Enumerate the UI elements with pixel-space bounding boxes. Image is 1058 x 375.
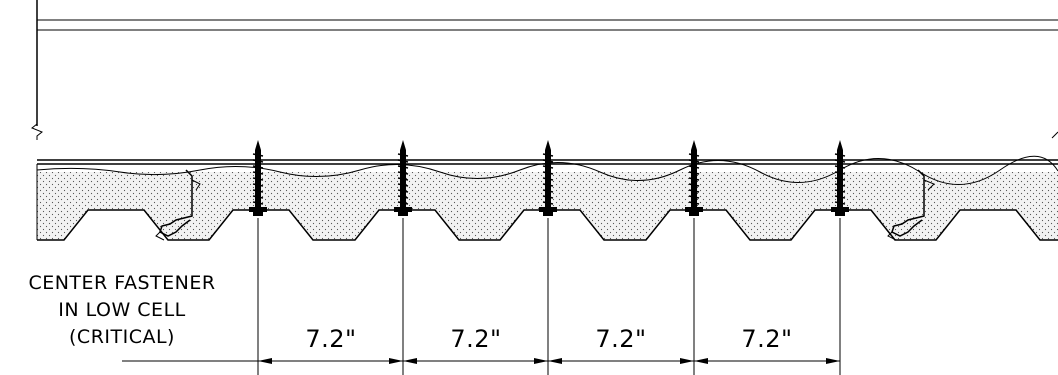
fastener-thread [252, 195, 264, 199]
fastener-thread [688, 159, 700, 163]
dimension-arrow-left [694, 358, 708, 364]
dimension-label-3: 7.2" [595, 325, 646, 353]
fastener-washer [831, 207, 849, 212]
fastener-thread [252, 171, 264, 175]
fastener-thread [397, 201, 409, 205]
fastener-thread [542, 153, 554, 157]
fastener-shank [255, 150, 261, 210]
fastener-thread [252, 165, 264, 169]
fastener-head [835, 212, 845, 216]
fastener-thread [542, 195, 554, 199]
fastener-washer [394, 207, 412, 212]
fastener-thread [542, 177, 554, 181]
fastener-thread [397, 183, 409, 187]
fastener-tip [400, 140, 406, 150]
screw-fastener-icon [831, 140, 849, 216]
fastener-tip [837, 140, 843, 150]
dimension-arrow-right [680, 358, 694, 364]
fastener-thread [542, 201, 554, 205]
fastener-thread [688, 177, 700, 181]
fastener-thread [688, 189, 700, 193]
fastener-thread [834, 177, 846, 181]
fastener-thread [252, 183, 264, 187]
screw-fastener-icon [249, 140, 267, 216]
fastener-note: CENTER FASTENER IN LOW CELL (CRITICAL) [28, 272, 215, 348]
standing-seam-clip-icon [887, 169, 935, 241]
fastener-washer [685, 207, 703, 212]
fastener-thread [252, 177, 264, 181]
break-line-icon [1051, 131, 1058, 139]
fastener-thread [252, 189, 264, 193]
fastener-thread [688, 165, 700, 169]
dimension-label-2: 7.2" [450, 325, 501, 353]
fastener-thread [688, 183, 700, 187]
fastener-washer [249, 207, 267, 212]
standing-seam-clip-icon [155, 169, 201, 241]
fastener-thread [397, 177, 409, 181]
fastener-thread [542, 189, 554, 193]
screw-fastener-icon [394, 140, 412, 216]
note-line-2: IN LOW CELL [58, 299, 186, 321]
fastener-thread [834, 165, 846, 169]
screw-fastener-icon [685, 140, 703, 216]
dimension-arrow-right [826, 358, 840, 364]
fastener-tip [255, 140, 261, 150]
fastener-shank [545, 150, 551, 210]
fastener-shank [691, 150, 697, 210]
fastener-thread [834, 189, 846, 193]
dimension-label-1: 7.2" [305, 325, 356, 353]
fastener-head [398, 212, 408, 216]
note-line-1: CENTER FASTENER [28, 272, 215, 294]
break-line-icon [31, 123, 43, 140]
fastener-thread [834, 159, 846, 163]
dimension-arrow-left [258, 358, 272, 364]
fastener-thread [397, 153, 409, 157]
fastener-shank [400, 150, 406, 210]
fastener-thread [397, 189, 409, 193]
fastener-thread [834, 201, 846, 205]
dimension-label-4: 7.2" [741, 325, 792, 353]
upper-beam [31, 0, 1058, 140]
fastener-thread [688, 171, 700, 175]
fastener-thread [397, 159, 409, 163]
fastener-thread [834, 195, 846, 199]
fasteners [249, 140, 849, 216]
fastener-thread [542, 165, 554, 169]
dimension-lines [257, 218, 841, 375]
dimension-arrow-right [534, 358, 548, 364]
fastener-head [689, 212, 699, 216]
fastener-thread [252, 153, 264, 157]
fastener-thread [252, 201, 264, 205]
fastener-thread [397, 171, 409, 175]
top-sheet-wave [36, 155, 1058, 185]
fastener-washer [539, 207, 557, 212]
fastener-thread [688, 195, 700, 199]
fastener-thread [688, 201, 700, 205]
dimension-labels: 7.2" 7.2" 7.2" 7.2" [305, 325, 792, 353]
fastener-thread [688, 153, 700, 157]
fastener-thread [542, 183, 554, 187]
fastener-tip [691, 140, 697, 150]
fastener-thread [542, 159, 554, 163]
fastener-tip [545, 140, 551, 150]
fastener-head [253, 212, 263, 216]
fastener-head [543, 212, 553, 216]
screw-fastener-icon [539, 140, 557, 216]
dimension-arrow-left [403, 358, 417, 364]
fastener-thread [834, 153, 846, 157]
fastener-thread [397, 165, 409, 169]
fastener-thread [834, 183, 846, 187]
note-line-3: (CRITICAL) [69, 326, 175, 348]
fastener-thread [252, 159, 264, 163]
fastener-shank [837, 150, 843, 210]
fastener-thread [834, 171, 846, 175]
fastener-thread [542, 171, 554, 175]
dimension-arrow-right [389, 358, 403, 364]
dimension-arrow-left [548, 358, 562, 364]
fastener-thread [397, 195, 409, 199]
